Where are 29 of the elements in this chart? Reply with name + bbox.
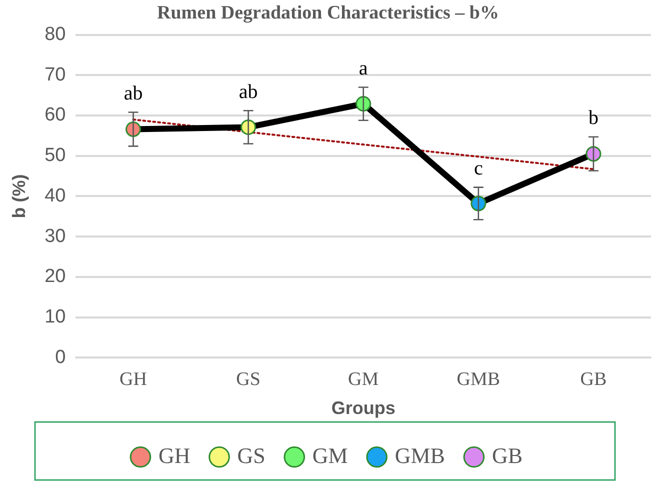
x-tick-label: GB (580, 368, 607, 390)
x-axis-title: Groups (331, 398, 396, 418)
legend-label: GB (492, 442, 523, 468)
annotation: ab (238, 80, 258, 103)
y-tick-label: 70 (44, 64, 66, 86)
legend-label: GMB (394, 442, 445, 468)
legend-label: GM (312, 442, 348, 468)
legend-label: GH (158, 442, 190, 468)
y-tick-label: 20 (44, 266, 66, 288)
y-tick-label: 60 (44, 104, 66, 126)
y-tick-label: 50 (44, 145, 66, 166)
y-axis-title: b (%) (8, 174, 29, 218)
y-tick-label: 0 (55, 346, 66, 368)
point (586, 146, 602, 162)
y-tick-label: 40 (44, 185, 66, 206)
y-tick-label: 80 (44, 24, 66, 46)
annotation: ab (124, 82, 143, 105)
annotation: c (474, 158, 483, 180)
x-tick-label: GS (236, 368, 260, 390)
legend-label: GS (237, 442, 266, 468)
annotation: b (588, 107, 598, 130)
point (470, 196, 486, 212)
y-tick-label: 30 (44, 226, 66, 247)
annotation: a (358, 58, 368, 80)
chart-title: Rumen Degradation Characteristics – b% (157, 2, 499, 24)
x-tick-label: GM (348, 368, 379, 390)
x-tick-label: GMB (456, 368, 500, 390)
y-tick-label: 10 (44, 306, 66, 328)
x-tick-label: GH (120, 368, 148, 390)
